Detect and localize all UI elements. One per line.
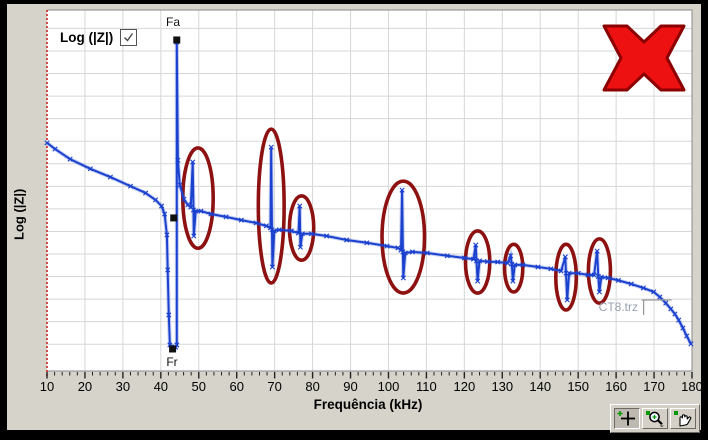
svg-text:170: 170 [643,379,665,394]
graph-cursor[interactable] [641,299,672,315]
x-axis-ticks [46,372,693,379]
svg-text:50: 50 [192,379,206,394]
svg-text:80: 80 [305,379,319,394]
fa-label: Fa [165,15,180,29]
graph-palette [610,404,700,433]
svg-text:70: 70 [267,379,281,394]
hand-icon [674,411,692,427]
svg-text:150: 150 [567,379,589,394]
svg-text:60: 60 [229,379,243,394]
point-markers [44,39,694,350]
gridlines [47,10,693,371]
svg-text:10: 10 [40,379,54,394]
svg-text:140: 140 [529,379,551,394]
svg-text:30: 30 [116,379,130,394]
svg-text:180: 180 [681,379,701,394]
zoom-tool-button[interactable] [642,408,668,429]
svg-text:90: 90 [343,379,357,394]
x-axis-tick-labels: 10 20 30 40 50 60 70 80 90 100 110 120 130 140 150 160 1… [40,379,701,394]
svg-text:120: 120 [454,379,476,394]
resonance-circles [181,127,613,312]
svg-text:110: 110 [416,379,437,394]
x-axis-label: Frequência (kHz) [313,397,423,412]
impedance-curve [44,39,694,350]
svg-text:40: 40 [154,379,168,394]
y-axis-label: Log (|Z|) [11,188,27,240]
pan-tool-button[interactable] [670,408,696,429]
svg-text:160: 160 [605,379,627,394]
error-x-mark [602,24,686,92]
legend-label: Log (|Z|) [60,30,114,45]
plot-background [47,10,692,371]
cursor-label: CT8.trz [598,300,638,314]
plot-canvas[interactable]: 10 20 30 40 50 60 70 80 90 100 110 120 130 140 150 160 1… [7,4,701,430]
fr-label: Fr [166,355,178,369]
legend-checkbox[interactable] [120,29,138,46]
plot-border [47,9,693,372]
check-icon [124,33,134,42]
svg-text:100: 100 [378,379,400,394]
graph-panel: 10 20 30 40 50 60 70 80 90 100 110 120 130 140 150 160 1… [7,4,701,433]
crosshair-icon [617,411,635,426]
magnifier-icon [646,411,664,427]
svg-text:130: 130 [491,379,513,394]
fa-fr-markers[interactable] [169,36,181,353]
svg-text:20: 20 [78,379,92,394]
plot-legend[interactable]: Log (|Z|) [60,29,138,46]
cursor-tool-button[interactable] [614,408,640,429]
